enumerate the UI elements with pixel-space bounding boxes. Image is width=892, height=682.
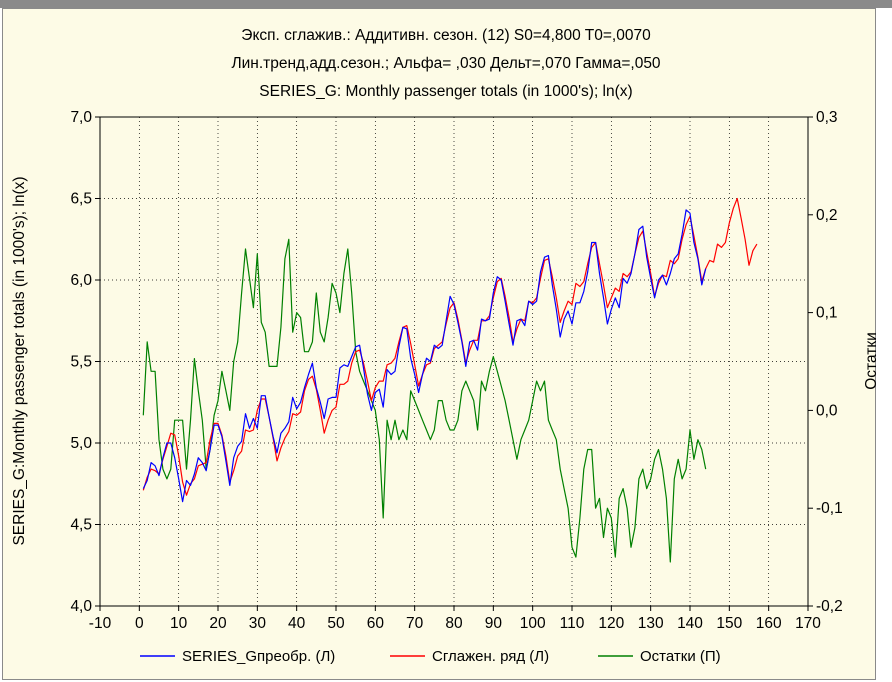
y2-tick-label: 0,1 [816, 305, 838, 322]
legend-label-series-1: SERIES_Gпреобр. (Л) [182, 648, 335, 665]
x-tick-label: 10 [170, 615, 188, 632]
y-tick-label: 6,0 [70, 272, 92, 289]
x-tick-label: 150 [716, 615, 742, 632]
series-line-3 [142, 238, 707, 563]
series-lines [142, 197, 758, 563]
y2-tick-label: -0,1 [816, 500, 843, 517]
y2-tick-label: 0,3 [816, 109, 838, 126]
legend-label-series-2: Сглажен. ряд (Л) [432, 648, 549, 665]
x-tick-label: 120 [598, 615, 624, 632]
chart-title-line-3: SERIES_G: Monthly passenger totals (in 1… [259, 83, 632, 100]
chart-title-line-2: Лин.тренд,адд.сезон.; Альфа= ,030 Дельт=… [231, 55, 660, 72]
y2-tick-label: 0,0 [816, 402, 838, 419]
x-tick-label: 0 [135, 615, 144, 632]
legend-label-series-3: Остатки (П) [640, 648, 721, 665]
x-tick-label: 140 [677, 615, 703, 632]
x-tick-label: 110 [560, 615, 585, 632]
y-tick-label: 5,0 [70, 435, 92, 452]
x-tick-label: 170 [795, 615, 821, 632]
grid-lines [99, 116, 809, 607]
y2-tick-label: 0,2 [816, 207, 838, 224]
series-line-1 [142, 209, 707, 503]
x-tick-label: 90 [485, 615, 503, 632]
x-tick-label: 160 [756, 615, 782, 632]
legend: SERIES_Gпреобр. (Л) Сглажен. ряд (Л) Ост… [140, 648, 721, 665]
x-tick-label: 30 [249, 615, 267, 632]
series-line-2 [142, 197, 758, 496]
y-axis-label: SERIES_G:Monthly passenger totals (in 10… [11, 176, 28, 545]
chart-title-line-1: Эксп. сглажив.: Аддитивн. сезон. (12) S0… [241, 27, 651, 44]
x-tick-label: 130 [638, 615, 664, 632]
window-right-strip [876, 8, 892, 682]
x-tick-label: 80 [445, 615, 463, 632]
x-tick-label: 40 [288, 615, 306, 632]
y-tick-label: 4,0 [70, 598, 92, 615]
y-tick-label: 4,5 [70, 517, 92, 534]
x-tick-label: 100 [520, 615, 546, 632]
x-tick-label: 50 [327, 615, 345, 632]
x-tick-label: 70 [406, 615, 424, 632]
axis-ticks: -10 0 10 20 30 40 50 60 70 80 90 100 110 120 130 140 150… [70, 109, 842, 632]
y-tick-label: 5,5 [70, 354, 92, 371]
y2-tick-label: -0,2 [816, 598, 843, 615]
x-tick-label: -10 [89, 615, 112, 632]
x-tick-label: 20 [209, 615, 227, 632]
x-tick-label: 60 [367, 615, 385, 632]
y2-axis-label: Остатки [863, 332, 880, 390]
window-top-border [0, 0, 892, 8]
y-tick-label: 6,5 [70, 191, 92, 208]
y-tick-label: 7,0 [70, 109, 92, 126]
